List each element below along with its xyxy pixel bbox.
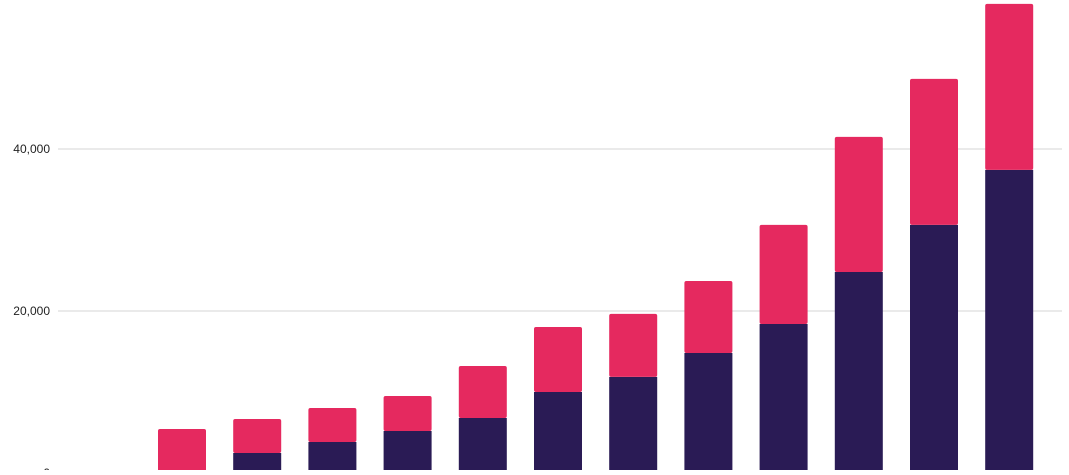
y-axis-labels: 0 20,000 40,000 — [13, 142, 50, 475]
bars — [158, 3, 1034, 473]
bar-9-series-1 — [759, 323, 808, 473]
y-tick-label: 20,000 — [13, 304, 50, 318]
bar-3-series-2 — [308, 407, 357, 442]
bar-4-series-2 — [383, 395, 432, 431]
gridlines — [58, 148, 1062, 312]
bar-2-series-1 — [233, 452, 282, 473]
bar-5-series-2 — [458, 365, 507, 419]
bar-6-series-2 — [534, 326, 582, 392]
bar-2-series-2 — [233, 418, 282, 453]
bar-6-series-1 — [534, 392, 582, 473]
bar-5-series-1 — [458, 418, 507, 473]
bar-7-series-1 — [609, 376, 658, 473]
bar-11-series-1 — [910, 224, 958, 473]
bar-4-series-1 — [383, 430, 432, 473]
bar-1-series-2 — [158, 429, 206, 472]
bar-7-series-2 — [609, 313, 658, 377]
y-tick-label: 40,000 — [13, 142, 50, 156]
y-tick-label: 0 — [43, 466, 50, 470]
bar-11-series-2 — [910, 78, 958, 225]
bar-10-series-1 — [834, 271, 883, 473]
bar-10-series-2 — [834, 136, 883, 272]
bar-3-series-1 — [308, 441, 357, 473]
bar-8-series-1 — [684, 352, 733, 473]
bar-9-series-2 — [759, 224, 808, 324]
bar-12-series-2 — [985, 3, 1034, 170]
bar-8-series-2 — [684, 280, 733, 353]
bar-12-series-1 — [985, 169, 1034, 473]
